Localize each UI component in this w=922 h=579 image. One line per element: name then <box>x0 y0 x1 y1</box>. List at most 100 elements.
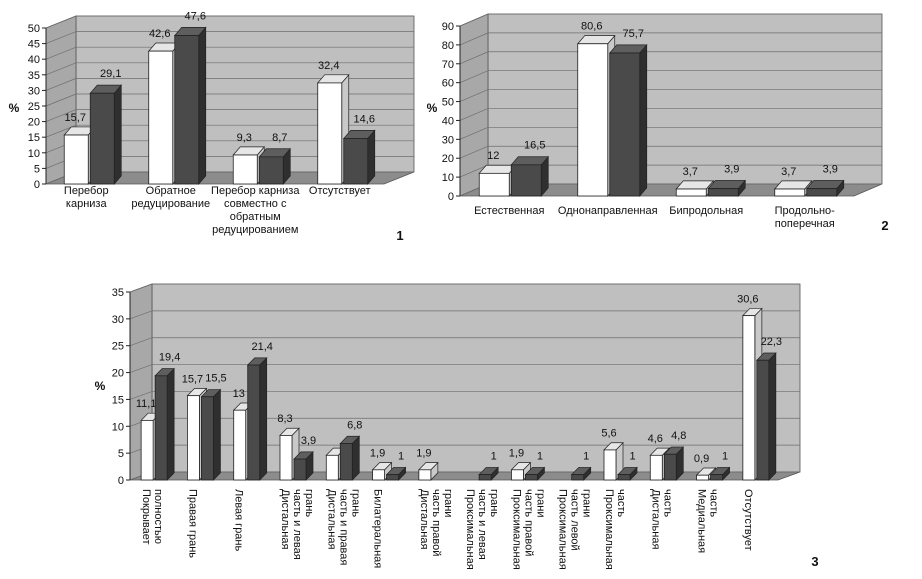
chart3-category-label: грани <box>581 489 593 517</box>
chart1-gridline <box>45 31 414 44</box>
chart3-bar-white <box>696 474 709 481</box>
chart3-data-label: 30,6 <box>737 293 758 305</box>
chart3-bar-white <box>649 454 663 481</box>
chart1-y-tick-label: 0 <box>34 179 40 191</box>
chart3-y-tick-label: 5 <box>118 448 124 460</box>
chart1-y-tick-label: 10 <box>28 148 40 160</box>
chart1-data-label: 32,4 <box>318 60 339 72</box>
chart2-bar-white-top <box>478 164 518 174</box>
chart3-data-label: 3,9 <box>301 435 316 447</box>
chart1-gridline <box>45 46 414 60</box>
chart3-data-label: 15,5 <box>205 373 226 385</box>
chart2-bar-white <box>675 188 707 197</box>
chart2-bar-dark <box>806 188 838 197</box>
chart3-gridline <box>129 364 800 373</box>
chart3-bar-white <box>418 469 432 481</box>
chart2-bar-dark <box>510 164 542 197</box>
chart1-data-label: 8,7 <box>272 132 287 144</box>
chart2-data-label: 16,5 <box>524 140 545 152</box>
chart3-category-label: грани <box>442 489 454 517</box>
chart3-category-label: часть и правая <box>337 489 349 565</box>
chart2-data-label: 12 <box>487 150 499 162</box>
chart1-data-label: 9,3 <box>237 132 252 144</box>
chart2-data-label: 75,7 <box>623 28 644 40</box>
chart3-category-label: грань <box>349 489 361 517</box>
chart2-gridline <box>459 70 882 83</box>
chart3-category-label: Отсутствует <box>742 489 754 551</box>
chart3-bar-dark <box>247 364 261 481</box>
chart1-y-tick-label: 45 <box>28 39 40 51</box>
chart2-bar-dark-side <box>639 43 648 197</box>
chart3-gridline <box>129 283 800 293</box>
chart1-bar-dark <box>343 138 369 185</box>
chart3-category-label: часть <box>661 489 673 517</box>
chart2-data-label: 80,6 <box>581 21 602 33</box>
chart1-category-label: Отсутствует <box>309 185 371 197</box>
chart3-bar-dark <box>710 474 723 481</box>
chart1-figure-number: 1 <box>396 228 403 243</box>
chart3-bar-white <box>187 395 200 481</box>
chart3-category-label: Дистальная <box>325 489 337 549</box>
chart1-y-tick-label: 25 <box>28 101 40 113</box>
chart2-y-tick-label: 30 <box>442 134 454 146</box>
chart3-data-label: 1 <box>583 450 589 462</box>
chart2-data-label: 3,9 <box>823 164 838 176</box>
chart3-category-label: Проксимальная <box>603 489 615 570</box>
chart3-data-label: 4,6 <box>648 433 663 445</box>
chart3-bar-white <box>603 449 617 481</box>
chart3-y-axis-title: % <box>95 379 106 393</box>
chart3-data-label: 1,9 <box>370 448 385 460</box>
chart1-gridline <box>45 124 414 138</box>
chart2-gridline <box>459 13 882 27</box>
chart3-bar-white <box>372 469 385 481</box>
chart1-y-tick-label: 15 <box>28 132 40 144</box>
chart2-gridline <box>459 32 882 46</box>
chart3-y-tick-label: 15 <box>112 394 124 406</box>
chart3-bar-dark <box>617 474 631 481</box>
chart2-gridline <box>459 108 882 121</box>
chart1-bar-white <box>317 82 343 185</box>
chart3-bar-white <box>233 409 247 481</box>
chart3-y-tick-label: 30 <box>112 314 124 326</box>
chart3-bar-dark-side <box>768 352 777 481</box>
chart1-y-tick-label: 30 <box>28 85 40 97</box>
chart3-bar-dark-side <box>213 388 221 481</box>
chart2-figure-number: 2 <box>881 218 888 233</box>
chart3-bar-white <box>140 419 154 481</box>
chart3-data-label: 1 <box>722 450 728 462</box>
chart2-y-tick-label: 90 <box>442 21 454 33</box>
chart3-category-label: часть правой <box>430 489 442 556</box>
chart2-gridline <box>459 89 882 102</box>
chart3-gridline <box>129 391 800 400</box>
chart1-category-label: совместно с <box>224 198 287 210</box>
chart2-gridline <box>459 145 882 159</box>
chart3-category-label: Дистальная <box>279 489 291 549</box>
chart3-y-tick-label: 0 <box>118 475 124 487</box>
chart3-category-label: грань <box>488 489 500 517</box>
chart3-figure-number: 3 <box>811 554 818 569</box>
chart1-category-label: редуцирование <box>131 198 210 210</box>
chart3-data-label: 8,3 <box>277 413 292 425</box>
chart1-bar-dark <box>174 35 200 185</box>
chart3-data-label: 21,4 <box>252 341 273 353</box>
chart3-bar-white <box>742 315 756 481</box>
chart3-category-label: Правая грань <box>186 489 198 558</box>
chart2-y-tick-label: 80 <box>442 40 454 52</box>
chart3-data-label: 19,4 <box>159 352 180 364</box>
chart1-bar-dark <box>258 156 284 185</box>
chart2-bar-white-top <box>773 180 813 190</box>
chart1-bar-dark-side <box>367 129 376 185</box>
chart2-category-label: Естественная <box>474 205 544 217</box>
chart3-gridline <box>129 310 800 320</box>
chart2-gridline <box>459 51 882 65</box>
chart3-bar-dark <box>201 396 214 481</box>
chart1-y-tick-label: 5 <box>34 163 40 175</box>
chart3-data-label: 22,3 <box>761 336 782 348</box>
chart1-bar-white <box>63 134 89 185</box>
chart2-bar-dark-top <box>805 180 845 189</box>
chart2-y-tick-label: 50 <box>442 97 454 109</box>
chart3-bar-white <box>511 469 524 481</box>
chart3-category-label: полностью <box>152 489 164 544</box>
chart3-category-label: Проксимальная <box>557 489 569 570</box>
